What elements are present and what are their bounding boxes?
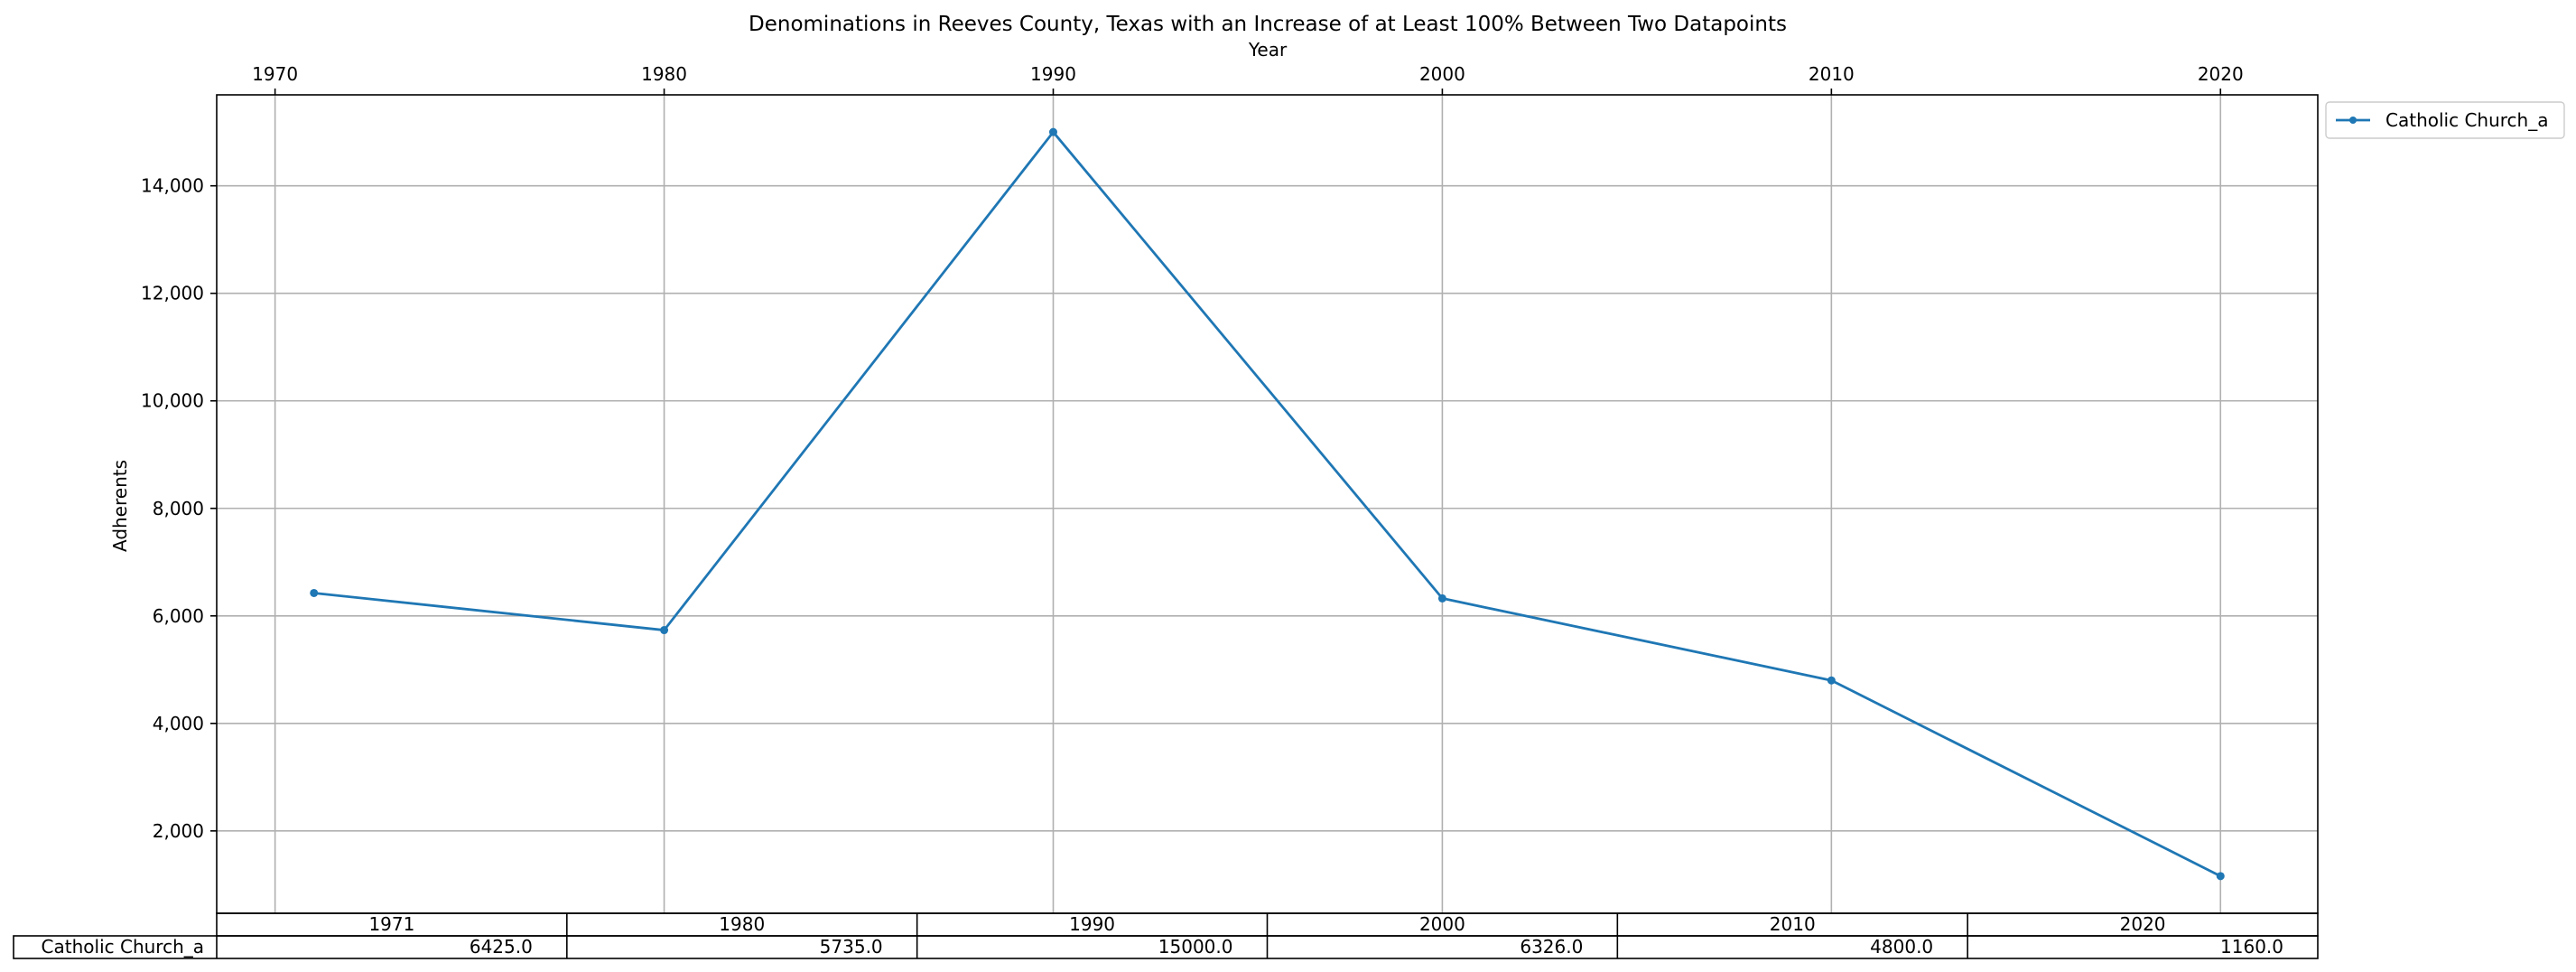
- data-point: [1048, 127, 1057, 136]
- data-point: [310, 588, 319, 597]
- table-column-header: 2020: [2120, 913, 2166, 935]
- table-row-label: Catholic Church_a: [42, 936, 204, 958]
- table-cell: 6326.0: [1520, 936, 1583, 958]
- axis-ticks: 1970 1980 1990 2000 2010 2020 2,000 4,000 6,000 8…: [141, 63, 2244, 842]
- y-tick-label: 12,000: [141, 283, 204, 304]
- table-column-header: 2000: [1419, 913, 1465, 935]
- series-layer: [310, 127, 2225, 881]
- y-tick-label: 14,000: [141, 175, 204, 197]
- grid: [217, 95, 2318, 913]
- legend-marker-swatch: [2349, 117, 2357, 124]
- table-cell: 4800.0: [1870, 936, 1933, 958]
- x-tick-label: 1990: [1030, 63, 1076, 85]
- y-tick-label: 6,000: [153, 605, 204, 627]
- x-tick-label: 2010: [1809, 63, 1855, 85]
- x-tick-label: 1970: [252, 63, 298, 85]
- table-column-header: 1971: [368, 913, 414, 935]
- data-point: [1437, 593, 1446, 603]
- table-cell: 6425.0: [470, 936, 533, 958]
- legend-box: [2325, 101, 2565, 139]
- y-tick-label: 8,000: [153, 498, 204, 519]
- y-tick-label: 4,000: [153, 713, 204, 734]
- data-point: [2216, 872, 2225, 881]
- data-point: [1827, 676, 1836, 685]
- y-axis-label: Adherents: [109, 460, 131, 552]
- legend: Catholic Church_a: [2325, 101, 2565, 139]
- x-axis-label: Year: [1248, 39, 1288, 61]
- table-column-header: 1980: [719, 913, 765, 935]
- x-tick-label: 1980: [641, 63, 687, 85]
- plot-frame: [216, 94, 2319, 914]
- y-tick-label: 2,000: [153, 820, 204, 842]
- table-column-header: 2010: [1770, 913, 1816, 935]
- x-tick-label: 2020: [2198, 63, 2244, 85]
- table-column-header: 1990: [1069, 913, 1115, 935]
- y-tick-label: 10,000: [141, 390, 204, 412]
- series-line: [313, 130, 2221, 878]
- legend-entry-label: Catholic Church_a: [2385, 109, 2548, 131]
- data-table: 1971 1980 1990 2000 2010 2020 Catholic Church_…: [13, 912, 2319, 959]
- x-tick-label: 2000: [1419, 63, 1465, 85]
- data-point: [660, 626, 669, 635]
- table-cell: 1160.0: [2220, 936, 2283, 958]
- table-cell: 5735.0: [820, 936, 883, 958]
- chart-title: Denominations in Reeves County, Texas wi…: [749, 13, 1787, 36]
- table-data-row: [13, 935, 2319, 959]
- table-cell: 15000.0: [1158, 936, 1233, 958]
